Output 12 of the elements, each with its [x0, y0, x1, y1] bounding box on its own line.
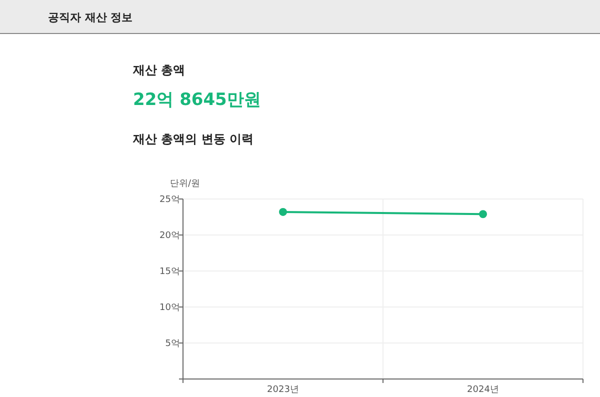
text: 공직자 재산 정보 — [48, 10, 133, 25]
y-tick-label: 20억 — [160, 231, 180, 241]
x-tick-label: 2023년 — [267, 385, 299, 395]
y-axis-title: 단위/원 — [170, 179, 200, 189]
x-tick-label: 2024년 — [467, 385, 499, 395]
text: 22억 8645만원 — [133, 89, 261, 111]
text: 재산 총액 — [133, 62, 186, 79]
chart-title: 재산 총액의 변동 이력 — [133, 131, 254, 148]
y-tick-label: 10억 — [160, 303, 180, 313]
y-tick-label: 5억 — [165, 339, 180, 349]
y-tick-label: 25억 — [160, 195, 180, 205]
y-tick-label: 15억 — [160, 267, 180, 277]
